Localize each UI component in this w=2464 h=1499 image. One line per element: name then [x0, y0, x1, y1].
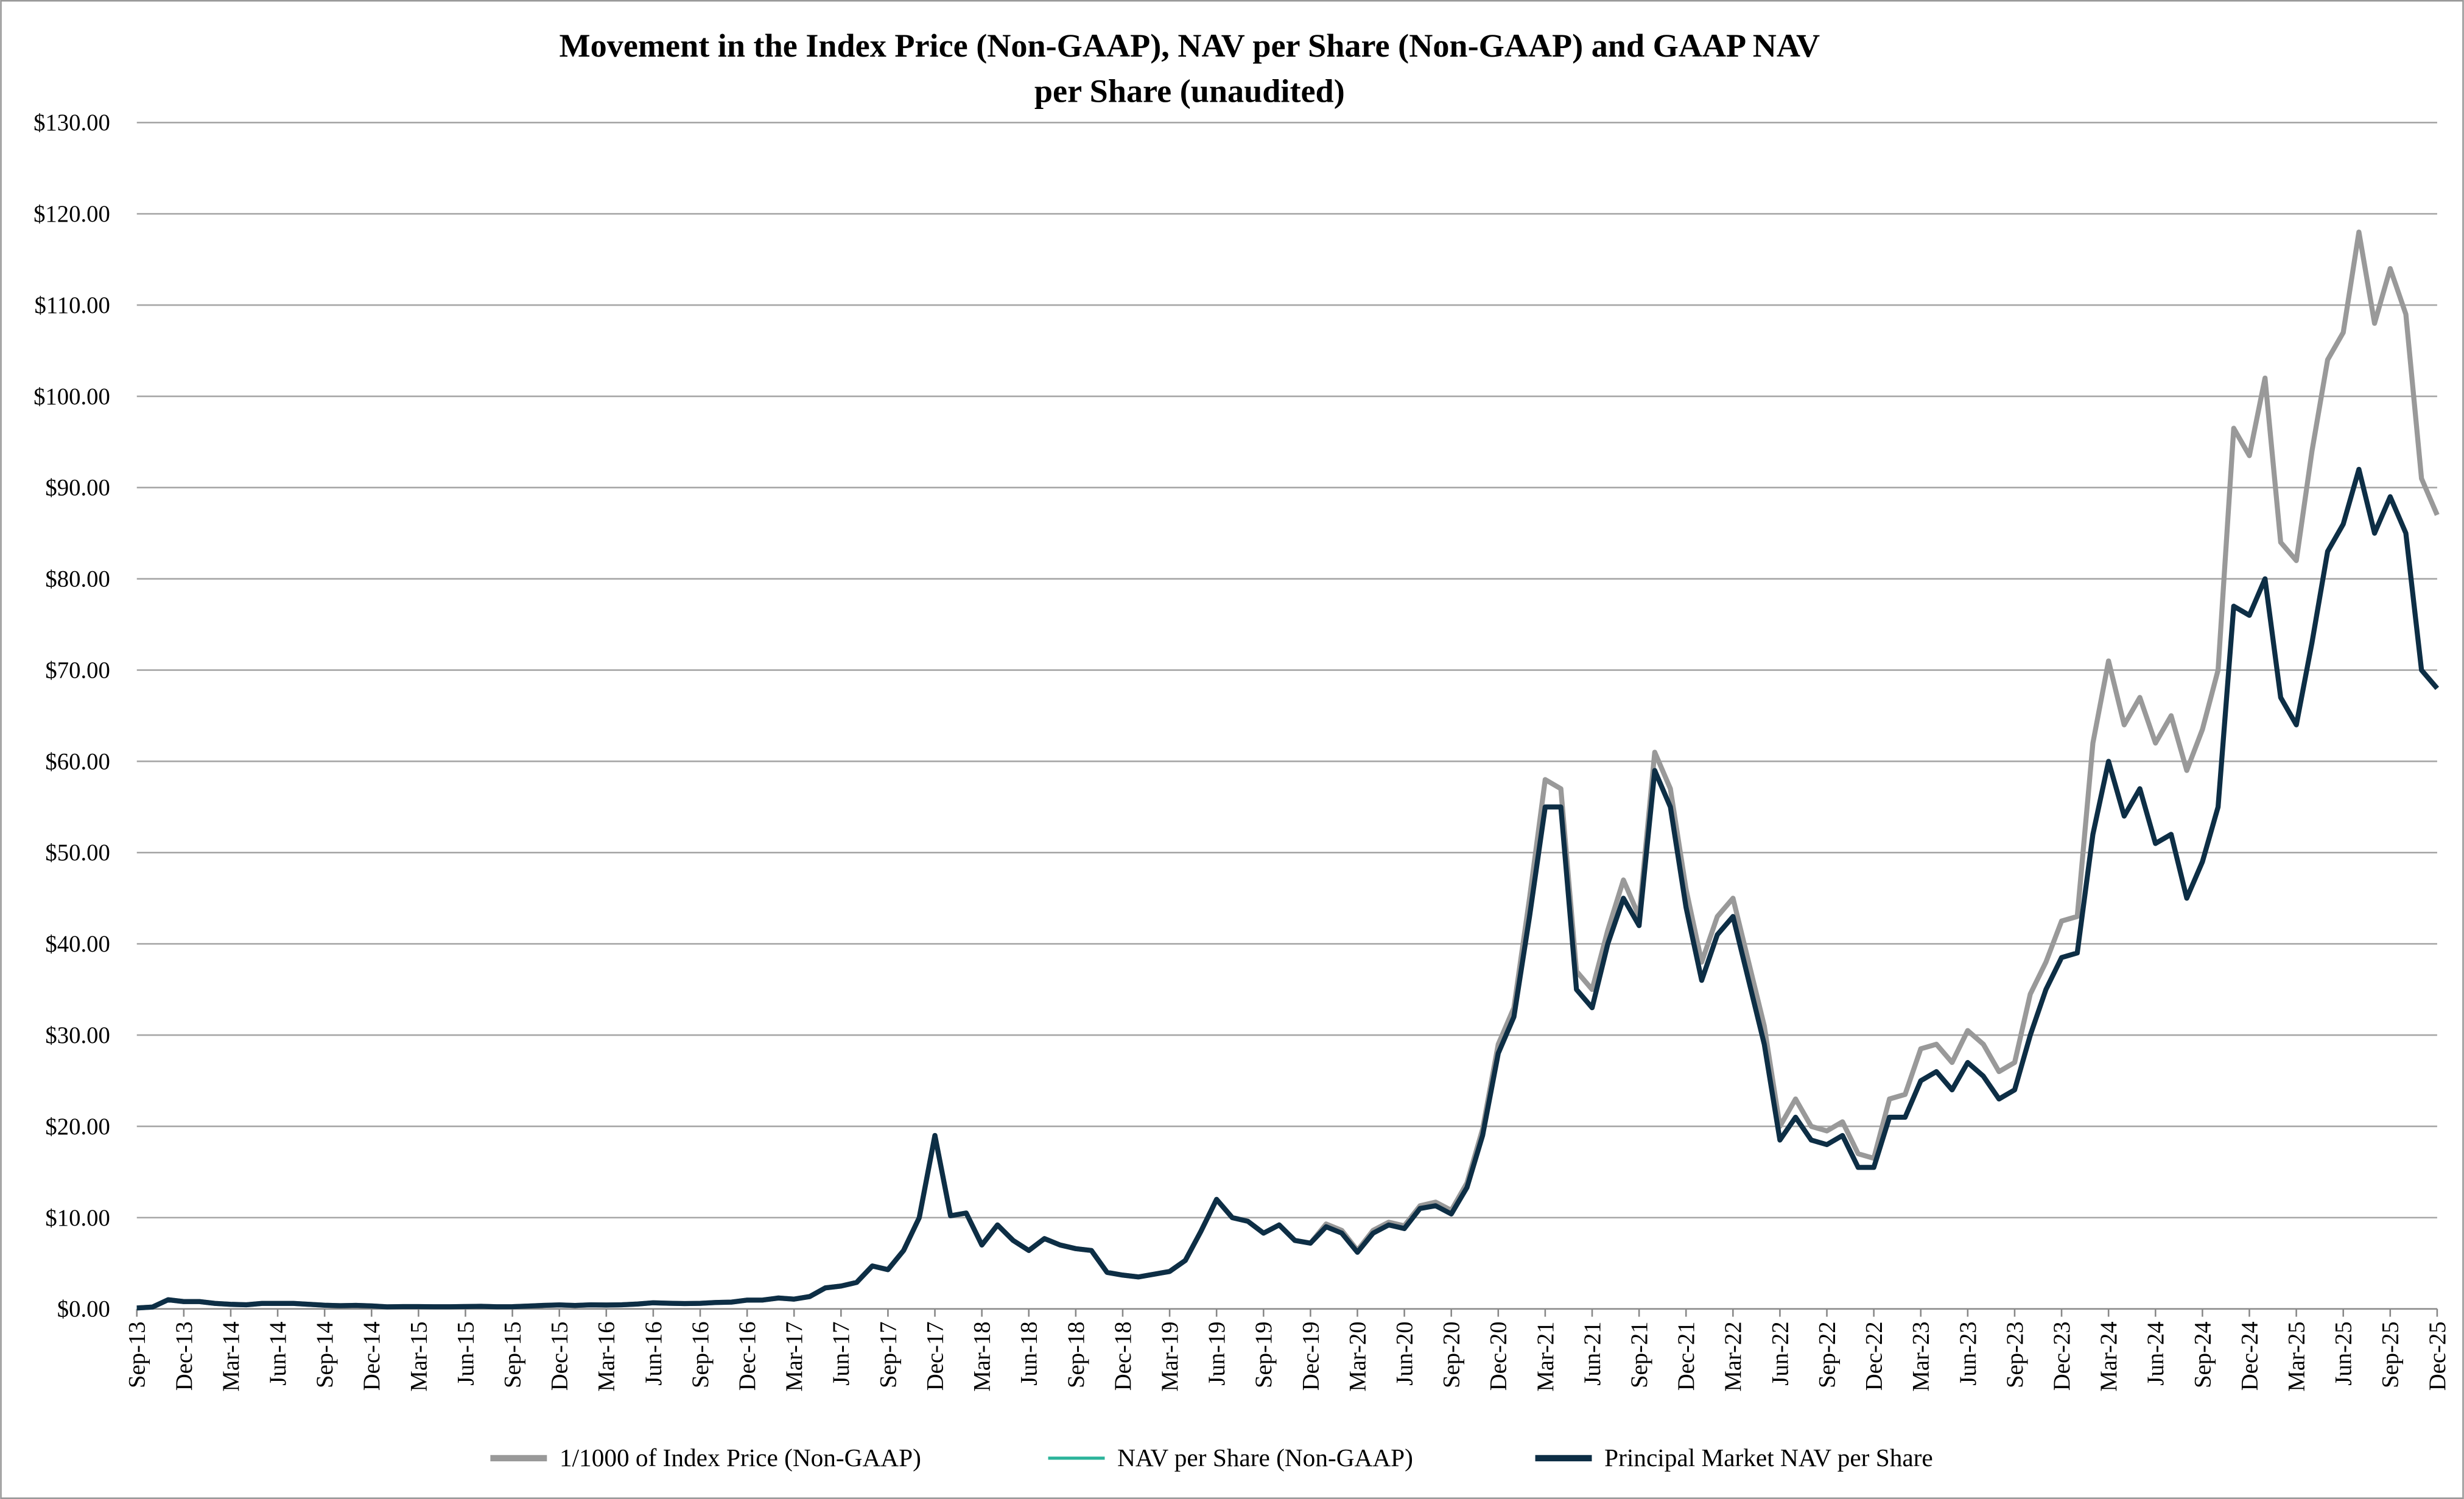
x-tick-label: Mar-23 — [1909, 1321, 1934, 1391]
x-tick-label: Dec-21 — [1674, 1321, 1699, 1391]
y-tick-label: $30.00 — [45, 1023, 110, 1048]
x-tick-label: Sep-16 — [688, 1321, 714, 1388]
y-tick-label: $60.00 — [45, 749, 110, 774]
x-tick-label: Jun-17 — [829, 1321, 854, 1385]
x-tick-label: Mar-17 — [782, 1321, 807, 1391]
y-tick-label: $100.00 — [33, 384, 110, 410]
x-tick-label: Dec-16 — [735, 1321, 760, 1391]
x-tick-label: Dec-22 — [1862, 1321, 1887, 1391]
x-tick-label: Jun-18 — [1017, 1321, 1042, 1385]
legend-item: NAV per Share (Non-GAAP) — [1048, 1444, 1413, 1472]
x-tick-label: Mar-18 — [970, 1321, 995, 1391]
x-tick-label: Jun-23 — [1956, 1321, 1981, 1385]
x-tick-label: Dec-17 — [922, 1321, 948, 1391]
chart-title: Movement in the Index Price (Non-GAAP), … — [560, 27, 1820, 64]
x-tick-label: Sep-24 — [2190, 1321, 2216, 1388]
y-tick-label: $0.00 — [57, 1297, 110, 1322]
x-tick-label: Sep-19 — [1251, 1321, 1277, 1388]
x-tick-label: Mar-14 — [219, 1321, 244, 1391]
x-tick-label: Jun-25 — [2331, 1321, 2357, 1385]
y-tick-label: $80.00 — [45, 567, 110, 592]
x-tick-label: Sep-25 — [2378, 1321, 2404, 1388]
x-tick-label: Dec-15 — [547, 1321, 573, 1391]
x-tick-label: Sep-14 — [312, 1321, 338, 1388]
x-tick-label: Dec-25 — [2425, 1321, 2451, 1391]
series-line — [136, 466, 2440, 1311]
legend-label: 1/1000 of Index Price (Non-GAAP) — [560, 1444, 921, 1472]
x-tick-label: Dec-14 — [359, 1321, 385, 1391]
x-tick-label: Dec-13 — [172, 1321, 197, 1391]
legend-label: NAV per Share (Non-GAAP) — [1117, 1444, 1413, 1472]
x-tick-label: Mar-21 — [1533, 1321, 1559, 1391]
x-tick-label: Sep-15 — [500, 1321, 525, 1388]
y-tick-label: $130.00 — [33, 110, 110, 136]
x-tick-label: Jun-20 — [1392, 1321, 1417, 1385]
x-tick-label: Jun-14 — [265, 1321, 291, 1385]
legend-label: Principal Market NAV per Share — [1604, 1444, 1933, 1472]
x-tick-label: Jun-16 — [641, 1321, 667, 1385]
x-tick-label: Mar-15 — [406, 1321, 432, 1391]
x-tick-label: Jun-24 — [2143, 1321, 2169, 1385]
x-tick-label: Sep-21 — [1627, 1321, 1652, 1388]
y-tick-label: $70.00 — [45, 658, 110, 683]
x-tick-label: Sep-22 — [1814, 1321, 1840, 1388]
y-tick-label: $110.00 — [35, 293, 110, 318]
x-tick-label: Jun-15 — [453, 1321, 479, 1385]
x-tick-label: Sep-17 — [876, 1321, 901, 1388]
x-tick-label: Mar-24 — [2096, 1321, 2122, 1391]
y-tick-label: $50.00 — [45, 840, 110, 866]
x-tick-label: Mar-22 — [1721, 1321, 1746, 1391]
x-tick-label: Sep-20 — [1439, 1321, 1465, 1388]
x-tick-label: Mar-16 — [594, 1321, 620, 1391]
x-tick-label: Mar-19 — [1157, 1321, 1183, 1391]
x-tick-label: Jun-19 — [1204, 1321, 1230, 1385]
x-tick-label: Jun-21 — [1580, 1321, 1606, 1385]
x-tick-label: Sep-13 — [125, 1321, 150, 1388]
chart-title: per Share (unaudited) — [1034, 73, 1345, 110]
legend-item: Principal Market NAV per Share — [1535, 1444, 1933, 1472]
x-tick-label: Dec-23 — [2049, 1321, 2075, 1391]
x-tick-label: Mar-25 — [2284, 1321, 2309, 1391]
x-tick-label: Sep-23 — [2002, 1321, 2028, 1388]
x-tick-label: Dec-19 — [1298, 1321, 1324, 1391]
y-tick-label: $40.00 — [45, 932, 110, 957]
x-tick-label: Dec-24 — [2237, 1321, 2262, 1391]
y-tick-label: $20.00 — [45, 1114, 110, 1140]
x-tick-label: Jun-22 — [1767, 1321, 1793, 1385]
legend-item: 1/1000 of Index Price (Non-GAAP) — [490, 1444, 921, 1472]
x-tick-label: Dec-20 — [1486, 1321, 1512, 1391]
x-tick-label: Mar-20 — [1345, 1321, 1371, 1391]
y-tick-label: $90.00 — [45, 476, 110, 501]
y-tick-label: $10.00 — [45, 1206, 110, 1231]
y-tick-label: $120.00 — [33, 202, 110, 227]
x-tick-label: Dec-18 — [1111, 1321, 1136, 1391]
x-tick-label: Sep-18 — [1064, 1321, 1089, 1388]
